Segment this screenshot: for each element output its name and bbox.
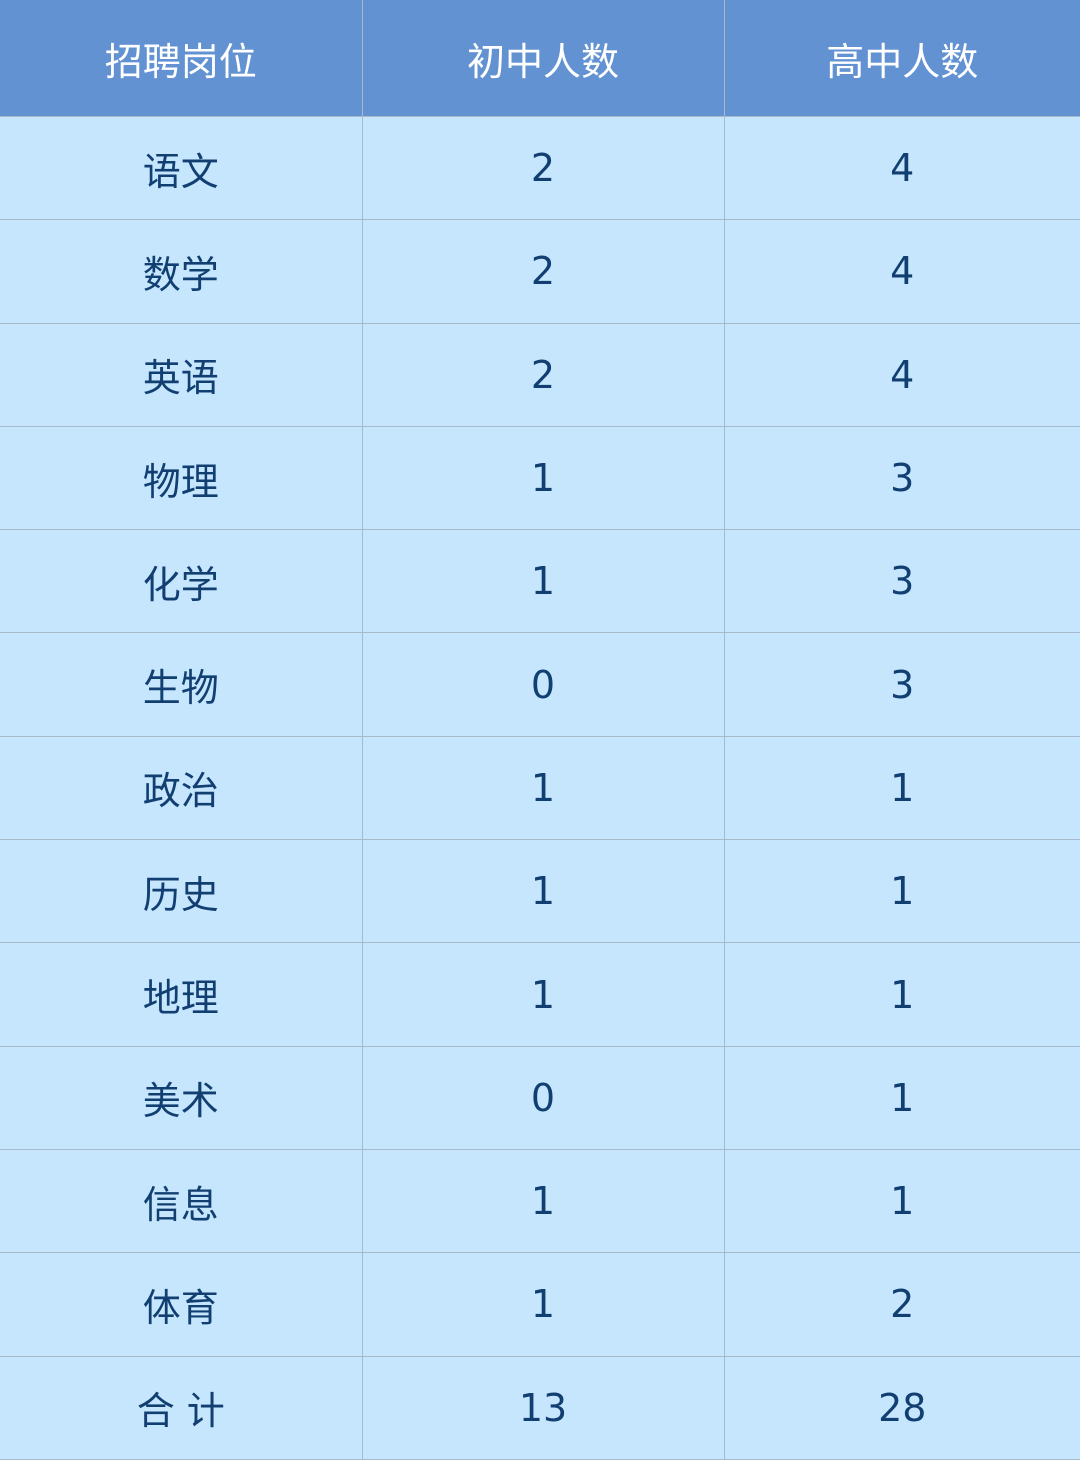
senior-count-cell: 1: [723, 942, 1080, 1047]
senior-count-cell: 4: [723, 115, 1080, 221]
header-row: 招聘岗位 初中人数 高中人数: [0, 0, 1080, 117]
position-cell: 美术: [0, 1045, 363, 1150]
table-row: 美术 0 1: [0, 1045, 1080, 1150]
position-cell: 语文: [0, 115, 363, 221]
senior-count-cell: 3: [723, 425, 1080, 531]
header-senior-count: 高中人数: [723, 0, 1080, 117]
senior-count-cell: 2: [723, 1252, 1080, 1357]
position-cell: 英语: [0, 322, 363, 427]
header-position: 招聘岗位: [0, 0, 363, 117]
position-cell: 生物: [0, 632, 363, 737]
junior-count-cell: 2: [361, 322, 725, 427]
junior-count-cell: 0: [361, 632, 725, 737]
junior-count-cell: 2: [361, 219, 725, 324]
junior-count-cell: 1: [361, 425, 725, 531]
senior-count-cell: 4: [723, 219, 1080, 324]
table-row: 政治 1 1: [0, 735, 1080, 841]
total-label: 合 计: [0, 1355, 363, 1460]
table-row: 英语 2 4: [0, 322, 1080, 427]
junior-count-cell: 1: [361, 839, 725, 944]
position-cell: 体育: [0, 1252, 363, 1357]
position-cell: 地理: [0, 942, 363, 1047]
junior-count-cell: 2: [361, 115, 725, 221]
table-row: 语文 2 4: [0, 115, 1080, 221]
senior-count-cell: 3: [723, 529, 1080, 634]
senior-count-cell: 3: [723, 632, 1080, 737]
senior-count-cell: 1: [723, 1148, 1080, 1254]
total-junior: 13: [361, 1355, 725, 1460]
table-row: 化学 1 3: [0, 529, 1080, 634]
position-cell: 化学: [0, 529, 363, 634]
junior-count-cell: 1: [361, 1148, 725, 1254]
junior-count-cell: 1: [361, 735, 725, 841]
total-senior: 28: [723, 1355, 1080, 1460]
position-cell: 物理: [0, 425, 363, 531]
junior-count-cell: 1: [361, 1252, 725, 1357]
position-cell: 政治: [0, 735, 363, 841]
table-row: 信息 1 1: [0, 1148, 1080, 1254]
table-row: 物理 1 3: [0, 425, 1080, 531]
senior-count-cell: 1: [723, 839, 1080, 944]
position-cell: 历史: [0, 839, 363, 944]
header-junior-count: 初中人数: [361, 0, 725, 117]
senior-count-cell: 4: [723, 322, 1080, 427]
junior-count-cell: 0: [361, 1045, 725, 1150]
senior-count-cell: 1: [723, 1045, 1080, 1150]
table-row: 数学 2 4: [0, 219, 1080, 324]
table-row: 地理 1 1: [0, 942, 1080, 1047]
table-row: 体育 1 2: [0, 1252, 1080, 1357]
junior-count-cell: 1: [361, 529, 725, 634]
senior-count-cell: 1: [723, 735, 1080, 841]
table-row: 历史 1 1: [0, 839, 1080, 944]
total-row: 合 计 13 28: [0, 1355, 1080, 1460]
table-row: 生物 0 3: [0, 632, 1080, 737]
position-cell: 数学: [0, 219, 363, 324]
junior-count-cell: 1: [361, 942, 725, 1047]
position-cell: 信息: [0, 1148, 363, 1254]
